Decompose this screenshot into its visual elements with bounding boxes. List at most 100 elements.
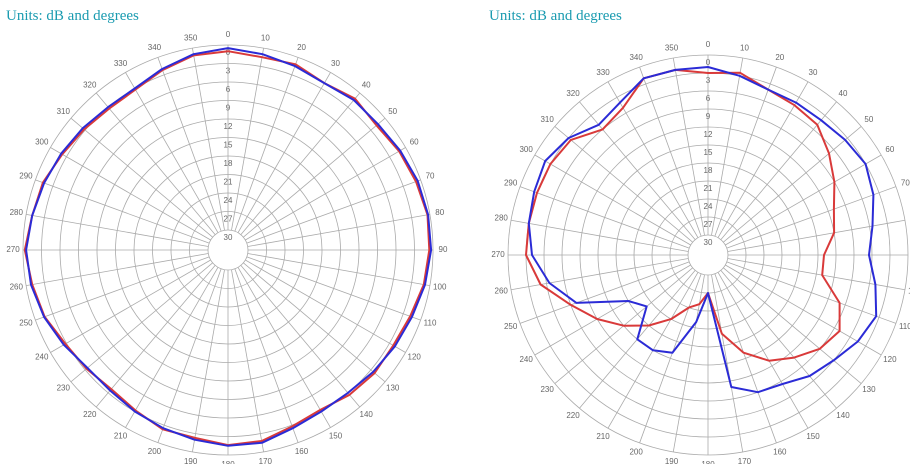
polar-chart: Units: dB and degrees0369121518212427300… — [6, 8, 448, 464]
spoke — [723, 267, 862, 384]
spoke — [50, 259, 211, 353]
theta-tick-label: 140 — [360, 410, 374, 419]
spoke — [234, 57, 299, 232]
theta-tick-label: 100 — [908, 287, 910, 296]
theta-tick-label: 350 — [665, 43, 679, 52]
theta-tick-label: 220 — [83, 410, 97, 419]
theta-tick-label: 340 — [629, 53, 643, 62]
theta-tick-label: 120 — [408, 353, 422, 362]
spoke — [579, 101, 696, 240]
theta-tick-label: 190 — [184, 457, 198, 464]
spoke — [639, 66, 702, 237]
theta-tick-label: 120 — [883, 355, 897, 364]
theta-tick-label: 210 — [596, 432, 610, 441]
spoke — [247, 214, 430, 247]
theta-tick-label: 170 — [738, 457, 752, 464]
spoke — [723, 126, 862, 243]
spoke — [717, 81, 809, 238]
theta-tick-label: 190 — [665, 457, 679, 464]
theta-tick-label: 230 — [57, 383, 71, 392]
theta-tick-label: 140 — [836, 411, 850, 420]
spoke — [157, 268, 222, 443]
spoke — [50, 147, 211, 241]
theta-tick-label: 90 — [439, 245, 448, 254]
spoke — [711, 57, 744, 236]
spoke — [35, 179, 210, 244]
spoke — [26, 253, 209, 286]
theta-tick-label: 10 — [261, 33, 270, 42]
spoke — [70, 262, 213, 383]
spoke — [672, 274, 705, 453]
spoke — [95, 92, 216, 235]
spoke — [714, 66, 777, 237]
theta-tick-label: 130 — [386, 383, 400, 392]
spoke — [247, 253, 430, 286]
theta-tick-label: 30 — [809, 68, 818, 77]
spoke — [192, 48, 225, 231]
chart-title: Units: dB and degrees — [489, 8, 622, 24]
spoke — [35, 256, 210, 321]
theta-tick-label: 180 — [221, 460, 235, 464]
spoke — [237, 72, 331, 233]
spoke — [157, 57, 222, 232]
theta-tick-label: 210 — [114, 431, 128, 440]
spoke — [726, 186, 897, 249]
theta-tick-label: 70 — [901, 178, 910, 187]
theta-tick-label: 200 — [629, 447, 643, 456]
theta-tick-label: 60 — [885, 145, 894, 154]
theta-tick-label: 40 — [839, 89, 848, 98]
spoke — [234, 268, 299, 443]
theta-tick-label: 340 — [148, 43, 162, 52]
spoke — [519, 261, 690, 324]
theta-tick-label: 40 — [362, 80, 371, 89]
spoke — [639, 273, 702, 444]
spoke — [125, 72, 219, 233]
theta-tick-label: 310 — [57, 107, 71, 116]
spoke — [510, 219, 689, 252]
theta-tick-label: 250 — [19, 319, 33, 328]
theta-tick-label: 200 — [148, 447, 162, 456]
spoke — [245, 259, 406, 353]
theta-tick-label: 230 — [540, 385, 554, 394]
theta-tick-label: 330 — [596, 68, 610, 77]
theta-tick-label: 300 — [35, 138, 49, 147]
theta-tick-label: 150 — [806, 432, 820, 441]
theta-tick-label: 280 — [10, 208, 24, 217]
spoke — [125, 267, 219, 428]
theta-tick-label: 290 — [19, 172, 33, 181]
chart-title: Units: dB and degrees — [6, 8, 139, 24]
spoke — [720, 270, 837, 409]
spoke — [711, 274, 744, 453]
r-tick-label: 30 — [704, 238, 713, 247]
theta-tick-label: 30 — [331, 59, 340, 68]
theta-tick-label: 320 — [566, 89, 580, 98]
spoke — [519, 186, 690, 249]
spoke — [720, 101, 837, 240]
theta-tick-label: 0 — [706, 40, 711, 49]
spoke — [246, 256, 421, 321]
theta-tick-label: 220 — [566, 411, 580, 420]
spoke — [554, 126, 693, 243]
theta-tick-label: 180 — [701, 460, 715, 464]
spoke — [725, 264, 882, 356]
theta-tick-label: 260 — [10, 282, 24, 291]
spoke — [534, 264, 691, 356]
series-line — [527, 66, 878, 394]
theta-tick-label: 150 — [329, 431, 343, 440]
theta-tick-label: 270 — [491, 250, 505, 259]
theta-tick-label: 100 — [433, 282, 447, 291]
theta-tick-label: 250 — [504, 322, 518, 331]
spoke — [714, 273, 777, 444]
r-tick-label: 30 — [224, 233, 233, 242]
spoke — [243, 117, 386, 238]
theta-tick-label: 170 — [259, 457, 273, 464]
theta-tick-label: 20 — [775, 53, 784, 62]
spoke — [240, 92, 361, 235]
theta-tick-label: 160 — [295, 447, 309, 456]
theta-tick-label: 130 — [862, 385, 876, 394]
theta-tick-label: 160 — [773, 447, 787, 456]
spoke — [607, 81, 699, 238]
spoke — [717, 272, 809, 429]
theta-tick-label: 50 — [388, 107, 397, 116]
theta-tick-label: 50 — [864, 115, 873, 124]
